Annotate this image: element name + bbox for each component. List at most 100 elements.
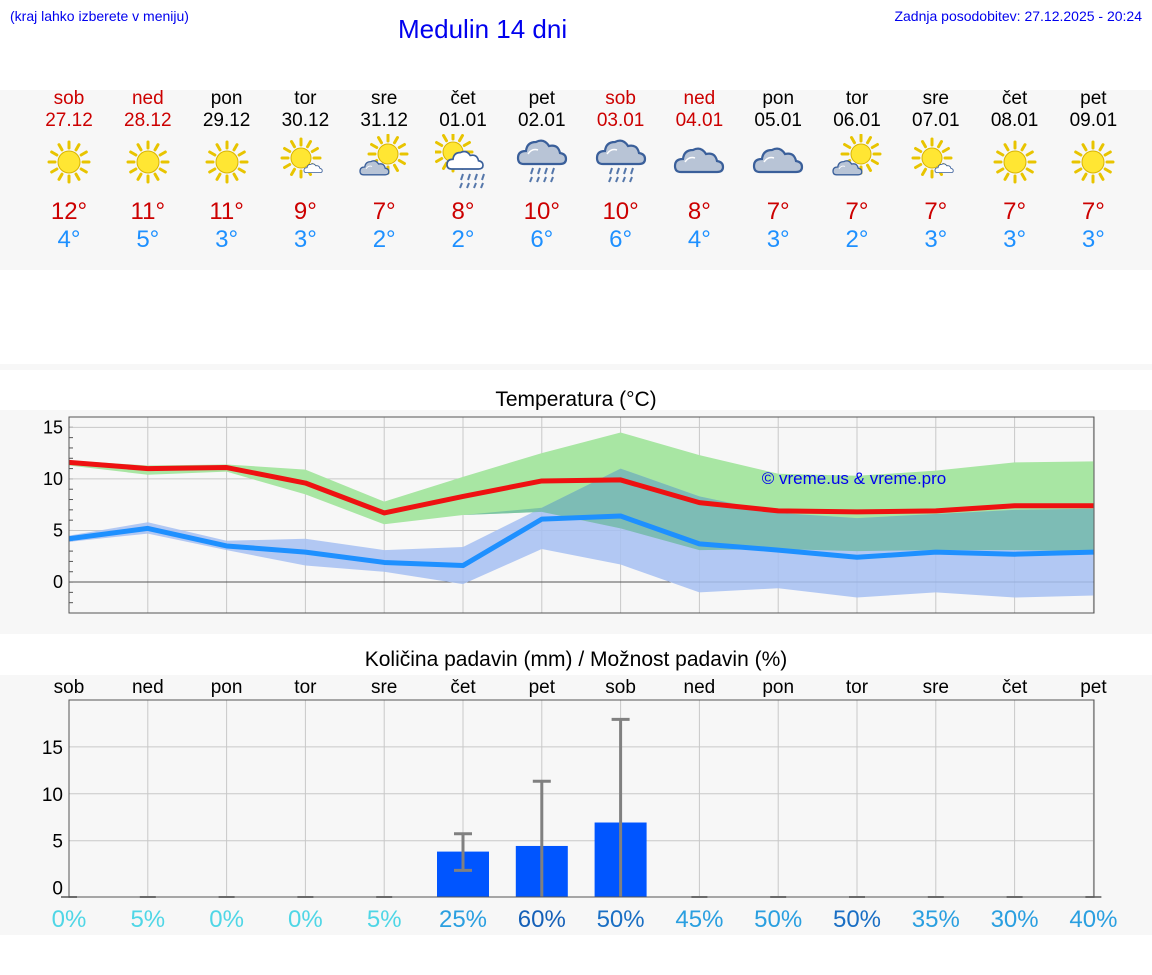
day-column: čet 01.01 8° 2° — [423, 88, 503, 254]
day-column: čet 08.01 7° 3° — [975, 88, 1055, 254]
temperature-chart-title: Temperatura (°C) — [495, 388, 657, 411]
temp-min: 3° — [766, 226, 790, 253]
sun-icon — [199, 134, 255, 190]
day-date: 08.01 — [990, 110, 1039, 131]
temp-max: 7° — [845, 198, 869, 225]
y-tick-label: 0 — [52, 879, 63, 900]
temp-min: 5° — [136, 226, 160, 253]
x-day-label: sre — [371, 677, 397, 698]
precip-probability: 5% — [367, 906, 402, 933]
cloud-icon — [671, 134, 727, 190]
y-tick-label: 5 — [52, 832, 63, 853]
day-date: 07.01 — [912, 110, 960, 131]
y-tick-label: 0 — [53, 572, 63, 592]
separator-band — [0, 364, 1152, 370]
temp-min: 3° — [924, 226, 948, 253]
temp-min: 2° — [451, 226, 475, 253]
y-tick-label: 10 — [43, 469, 63, 489]
precip-probability: 50% — [754, 906, 802, 933]
temp-max: 7° — [1003, 198, 1027, 225]
location-hint[interactable]: (kraj lahko izberete v meniju) — [10, 8, 189, 24]
day-column: sre 31.12 7° 2° — [344, 88, 424, 254]
day-date: 09.01 — [1069, 110, 1118, 131]
day-date: 31.12 — [360, 110, 408, 131]
day-name: tor — [845, 88, 869, 109]
temp-min: 2° — [372, 226, 396, 253]
x-day-label: sob — [54, 677, 85, 698]
precip-probability: 0% — [288, 906, 323, 933]
temp-min: 3° — [293, 226, 317, 253]
sun-icon — [120, 134, 176, 190]
day-column: tor 30.12 9° 3° — [265, 88, 345, 254]
temp-max: 7° — [924, 198, 948, 225]
plot-area — [69, 700, 1094, 897]
day-name: pon — [762, 88, 795, 109]
precipitation-chart-title: Količina padavin (mm) / Možnost padavin … — [364, 648, 788, 671]
x-day-label: pon — [211, 677, 243, 698]
sun-small-cloud-icon — [277, 134, 333, 190]
page-title: Medulin 14 dni — [398, 14, 568, 44]
x-day-label: pet — [529, 677, 556, 698]
day-column: sob 27.12 12° 4° — [29, 88, 109, 254]
forecast-strip — [0, 90, 1152, 270]
precip-probability: 35% — [912, 906, 960, 933]
day-name: pon — [210, 88, 243, 109]
day-name: čet — [1001, 88, 1028, 109]
min-temp-line — [68, 513, 1094, 569]
y-tick-label: 15 — [43, 417, 63, 437]
precip-probability: 60% — [518, 906, 566, 933]
min-temp-band — [69, 468, 1094, 598]
day-name: pet — [528, 88, 555, 109]
day-date: 28.12 — [124, 110, 172, 131]
y-tick-label: 10 — [42, 785, 63, 806]
plot-frame — [68, 699, 1095, 898]
x-day-label: ned — [684, 677, 716, 698]
day-column: pet 02.01 10° 6° — [502, 88, 582, 254]
max-temp-line — [68, 459, 1094, 516]
temp-max: 10° — [602, 198, 639, 225]
sun-cloud-icon — [829, 133, 885, 190]
temp-max: 11° — [209, 198, 244, 225]
temp-min: 6° — [530, 226, 554, 253]
temp-max: 11° — [130, 198, 166, 225]
precip-probability: 50% — [597, 906, 645, 933]
day-column: pet 09.01 7° 3° — [1053, 88, 1133, 254]
cloud-icon — [750, 134, 806, 190]
day-column: sre 07.01 7° 3° — [896, 88, 976, 254]
watermark: © vreme.us & vreme.pro — [762, 469, 946, 488]
precip-probability: 45% — [675, 906, 723, 933]
temp-min: 3° — [1003, 226, 1027, 253]
x-day-label: čet — [450, 677, 476, 698]
temp-min: 4° — [57, 226, 81, 253]
x-day-label: pon — [762, 677, 794, 698]
cloud-rain-icon — [593, 134, 649, 190]
sun-cloud-icon — [356, 133, 412, 190]
x-day-label: čet — [1002, 677, 1028, 698]
day-name: ned — [683, 88, 716, 109]
plot-frame — [68, 416, 1095, 614]
temp-min: 3° — [215, 226, 239, 253]
precip-probability: 0% — [52, 906, 87, 933]
precip-probability: 40% — [1069, 906, 1117, 933]
day-column: sob 03.01 10° 6° — [581, 88, 661, 254]
temp-min: 2° — [845, 226, 869, 253]
temp-min: 3° — [1081, 226, 1105, 253]
day-name: pet — [1080, 88, 1107, 109]
day-column: ned 28.12 11° 5° — [108, 88, 188, 254]
sun-icon — [1065, 134, 1121, 190]
cloud-rain-icon — [514, 134, 570, 190]
day-column: pon 29.12 11° 3° — [187, 88, 267, 254]
y-tick-label: 15 — [42, 738, 63, 759]
x-day-label: tor — [846, 677, 869, 698]
day-name: sre — [922, 88, 949, 109]
temp-max: 12° — [50, 198, 88, 225]
precip-probability: 0% — [209, 906, 244, 933]
day-name: sre — [370, 88, 398, 109]
precip-probability: 25% — [439, 906, 487, 933]
day-name: sob — [605, 88, 636, 109]
day-column: pon 05.01 7° 3° — [738, 88, 818, 254]
day-date: 01.01 — [439, 110, 487, 131]
temp-min: 6° — [609, 226, 633, 253]
day-name: sob — [53, 88, 85, 109]
day-column: tor 06.01 7° 2° — [817, 88, 897, 254]
